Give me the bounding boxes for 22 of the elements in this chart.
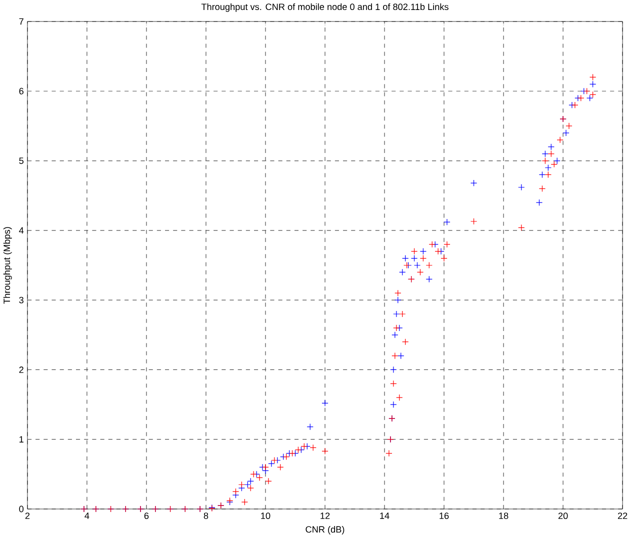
x-tick-label: 14	[380, 512, 390, 519]
y-axis-title: Throughput (Mbps)	[3, 227, 12, 304]
x-tick-label: 22	[618, 512, 628, 520]
x-axis-title: CNR (dB)	[306, 526, 344, 535]
x-tick-label: 2	[25, 512, 30, 520]
y-tick-label: 0	[19, 506, 24, 512]
y-tick-label: 2	[19, 366, 24, 373]
y-tick-label: 6	[19, 88, 24, 94]
y-tick-label: 1	[20, 436, 24, 443]
y-tick-label: 3	[19, 296, 24, 304]
x-tick-label: 10	[261, 512, 270, 520]
chart-title: Throughput vs. CNR of mobile node 0 and 1 of 802.11b Links	[201, 3, 448, 12]
y-tick-label: 4	[19, 227, 24, 234]
x-tick-label: 8	[204, 512, 208, 520]
x-tick-label: 20	[558, 512, 568, 520]
x-tick-label: 18	[499, 512, 508, 520]
x-tick-label: 4	[84, 512, 90, 519]
x-tick-label: 6	[144, 512, 149, 520]
y-tick-label: 5	[19, 158, 24, 164]
y-tick-label: 7	[19, 18, 24, 25]
x-tick-label: 16	[440, 512, 449, 520]
x-tick-label: 12	[320, 512, 330, 520]
